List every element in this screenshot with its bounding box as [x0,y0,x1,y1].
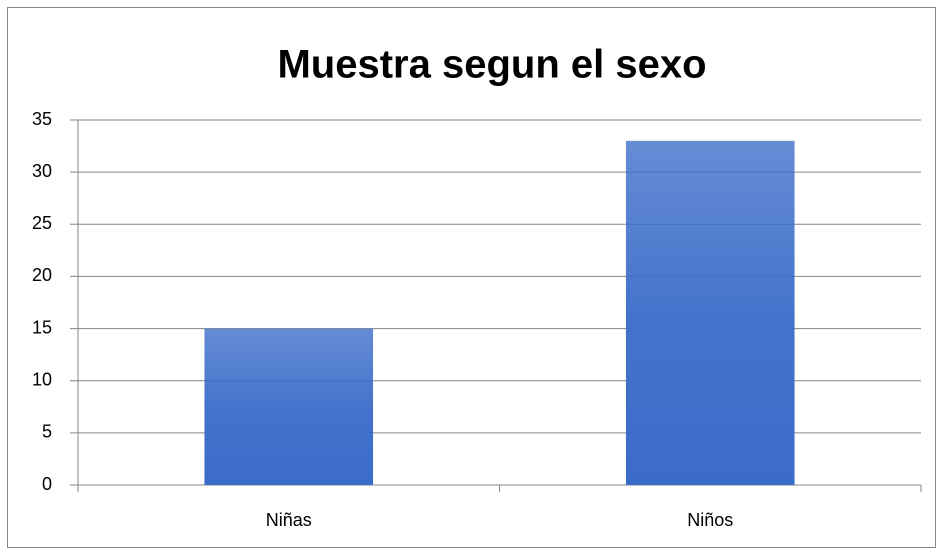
bar [625,140,795,485]
y-tick-label: 35 [32,109,52,129]
x-tick-label: Niños [687,510,733,530]
y-tick-label: 5 [42,422,52,442]
chart-border [7,7,936,548]
y-tick-label: 10 [32,369,52,389]
y-tick-label: 25 [32,213,52,233]
x-tick-label: Niñas [266,510,312,530]
y-tick-label: 15 [32,317,52,337]
chart-title: Muestra segun el sexo [277,43,706,87]
y-tick-label: 30 [32,161,52,181]
bar [204,328,374,485]
y-tick-label: 20 [32,265,52,285]
y-tick-label: 0 [42,474,52,494]
